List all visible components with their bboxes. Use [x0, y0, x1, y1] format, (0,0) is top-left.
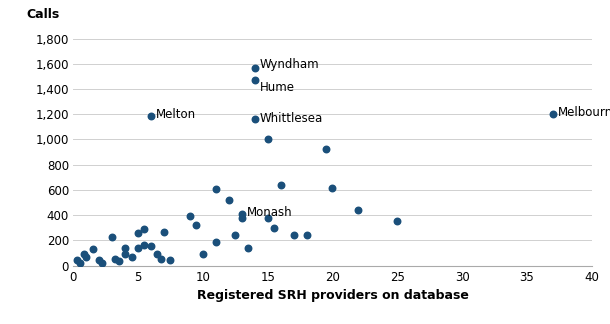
Point: [140, 242, 149, 248]
Point: [88, 247, 98, 252]
Point: [79, 252, 88, 257]
Point: [75, 260, 85, 265]
Point: [192, 223, 201, 228]
Point: [97, 260, 107, 265]
Point: [289, 232, 298, 237]
Point: [224, 197, 234, 202]
Point: [237, 215, 246, 220]
Text: Calls: Calls: [27, 8, 60, 21]
Point: [165, 257, 175, 262]
Point: [133, 230, 143, 236]
Point: [185, 213, 195, 218]
Text: Whittlesea: Whittlesea: [260, 111, 323, 124]
Point: [94, 257, 104, 262]
Point: [237, 211, 246, 216]
Text: Wyndham: Wyndham: [260, 58, 320, 71]
Text: Melton: Melton: [156, 109, 196, 122]
Point: [133, 245, 143, 250]
Point: [146, 113, 156, 119]
Point: [120, 252, 130, 257]
Point: [249, 117, 259, 122]
Point: [231, 232, 240, 237]
Point: [110, 256, 120, 261]
Point: [72, 257, 82, 262]
Point: [146, 244, 156, 249]
Point: [243, 245, 253, 250]
Point: [159, 229, 169, 234]
Point: [156, 256, 166, 261]
Point: [301, 233, 311, 238]
Text: Monash: Monash: [247, 206, 293, 219]
Point: [269, 226, 279, 231]
Text: Hume: Hume: [260, 81, 295, 94]
Point: [140, 226, 149, 232]
X-axis label: Registered SRH providers on database: Registered SRH providers on database: [196, 289, 468, 302]
Point: [152, 252, 162, 257]
Point: [107, 234, 117, 239]
Point: [263, 216, 273, 221]
Point: [249, 77, 259, 82]
Point: [249, 65, 259, 71]
Point: [120, 245, 130, 250]
Point: [211, 240, 221, 245]
Point: [81, 254, 91, 260]
Point: [211, 187, 221, 192]
Point: [263, 137, 273, 142]
Point: [127, 254, 137, 260]
Text: Melbourne: Melbourne: [558, 107, 610, 120]
Point: [353, 208, 363, 213]
Point: [113, 259, 123, 264]
Point: [392, 218, 402, 224]
Point: [328, 185, 337, 191]
Point: [321, 146, 331, 152]
Point: [198, 251, 207, 256]
Point: [548, 112, 558, 117]
Point: [276, 182, 285, 188]
